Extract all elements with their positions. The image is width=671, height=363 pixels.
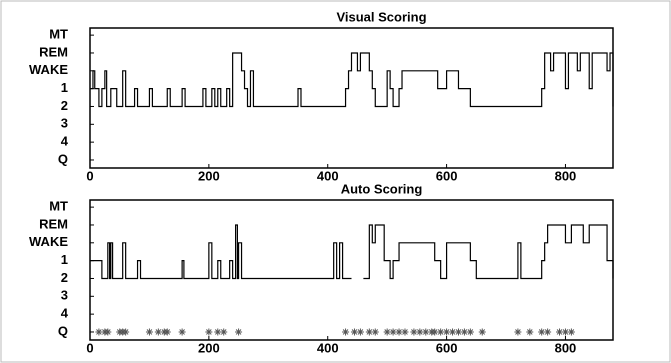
star-marker [410, 328, 418, 336]
star-marker [389, 328, 397, 336]
y-tick-label: WAKE [29, 234, 68, 249]
x-tick-label: 400 [317, 168, 339, 183]
star-marker [431, 328, 439, 336]
star-marker [561, 328, 569, 336]
y-tick-label: Q [58, 323, 68, 338]
star-marker [95, 328, 103, 336]
star-marker [122, 328, 130, 336]
star-marker [205, 328, 213, 336]
y-tick-label: 3 [61, 288, 68, 303]
y-tick-label: 1 [61, 80, 68, 95]
star-marker [104, 328, 112, 336]
star-marker [449, 328, 457, 336]
y-tick-label: REM [39, 44, 68, 59]
star-marker [178, 328, 186, 336]
y-tick-label: MT [49, 199, 68, 214]
star-marker [371, 328, 379, 336]
y-tick-label: 4 [61, 134, 69, 149]
star-marker [538, 328, 546, 336]
x-tick-label: 400 [317, 340, 339, 355]
star-marker [544, 328, 552, 336]
chart-title: Visual Scoring [336, 9, 426, 24]
star-marker [342, 328, 350, 336]
star-marker [401, 328, 409, 336]
star-marker [235, 328, 243, 336]
star-marker [454, 328, 462, 336]
stage-line [90, 224, 352, 280]
star-marker [214, 328, 222, 336]
y-tick-label: 1 [61, 252, 68, 267]
star-marker [514, 328, 522, 336]
y-tick-label: 4 [61, 306, 69, 321]
y-tick-label: REM [39, 216, 68, 231]
x-tick-label: 800 [555, 168, 577, 183]
star-marker [437, 328, 445, 336]
x-tick-label: 200 [198, 168, 220, 183]
y-tick-label: 2 [61, 270, 68, 285]
star-marker [466, 328, 474, 336]
star-marker [154, 328, 162, 336]
x-tick-label: 0 [86, 168, 93, 183]
star-marker [416, 328, 424, 336]
x-tick-label: 200 [198, 340, 220, 355]
plot-area [89, 27, 614, 169]
plot-area [89, 199, 614, 341]
stage-line [90, 52, 614, 108]
star-marker [478, 328, 486, 336]
y-tick-label: 3 [61, 116, 68, 131]
x-tick-label: 600 [436, 168, 458, 183]
star-marker [556, 328, 564, 336]
star-marker [220, 328, 228, 336]
star-marker [145, 328, 153, 336]
y-tick-label: 2 [61, 98, 68, 113]
star-marker [383, 328, 391, 336]
x-tick-label: 600 [436, 340, 458, 355]
star-marker [443, 328, 451, 336]
y-tick-label: MT [49, 27, 68, 42]
star-marker [526, 328, 534, 336]
x-tick-label: 800 [555, 340, 577, 355]
star-marker [365, 328, 373, 336]
star-marker [395, 328, 403, 336]
star-marker [460, 328, 468, 336]
chart-title: Auto Scoring [341, 181, 423, 196]
y-tick-label: Q [58, 151, 68, 166]
star-marker [567, 328, 575, 336]
x-tick-label: 0 [86, 340, 93, 355]
star-marker [350, 328, 358, 336]
stage-line [363, 224, 614, 280]
y-tick-label: WAKE [29, 62, 68, 77]
star-marker [356, 328, 364, 336]
star-marker [422, 328, 430, 336]
star-marker [163, 328, 171, 336]
